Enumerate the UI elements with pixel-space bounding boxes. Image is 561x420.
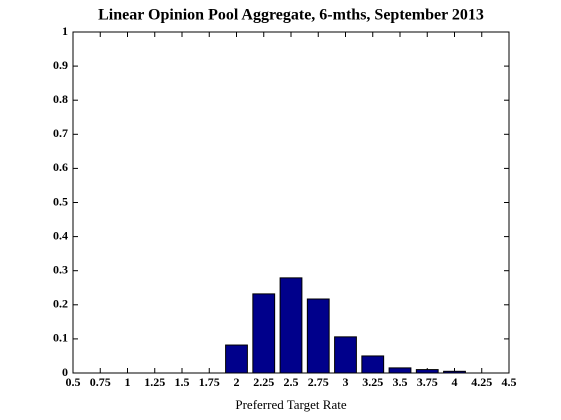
- y-tick-label: 0.1: [53, 331, 68, 345]
- chart-title: Linear Opinion Pool Aggregate, 6-mths, S…: [98, 7, 484, 24]
- y-tick-label: 0.3: [53, 262, 68, 276]
- bar: [415, 369, 439, 374]
- x-tick-label: 1.75: [199, 375, 220, 389]
- y-tick-label: 0.9: [53, 58, 68, 72]
- x-tick-label: 1.5: [175, 375, 190, 389]
- x-tick-label: 4.25: [471, 375, 492, 389]
- x-tick-label: 4.5: [502, 375, 517, 389]
- bar: [443, 370, 466, 374]
- bar: [361, 355, 385, 374]
- x-tick-label: 2.25: [253, 375, 274, 389]
- bar: [279, 277, 303, 374]
- x-tick-label: 2: [234, 375, 240, 389]
- x-tick-label: 1.25: [144, 375, 165, 389]
- bar: [225, 344, 248, 374]
- x-tick-label: 3.75: [417, 375, 438, 389]
- bar: [306, 298, 330, 374]
- x-tick-label: 3.5: [393, 375, 408, 389]
- x-tick-label: 4: [452, 375, 458, 389]
- x-tick-label: 0.75: [90, 375, 111, 389]
- x-tick-label: 0.5: [66, 375, 81, 389]
- y-tick-label: 1: [62, 24, 68, 38]
- y-tick-label: 0: [62, 365, 68, 379]
- bar: [388, 367, 412, 374]
- y-tick-label: 0.6: [53, 160, 68, 174]
- x-tick-label: 2.5: [284, 375, 299, 389]
- bar: [334, 336, 357, 374]
- x-tick-label: 3.25: [362, 375, 383, 389]
- x-tick-label: 2.75: [308, 375, 329, 389]
- y-tick-label: 0.5: [53, 194, 68, 208]
- y-tick-label: 0.4: [53, 228, 68, 242]
- bar: [252, 293, 276, 374]
- y-tick-label: 0.2: [53, 297, 68, 311]
- x-tick-label: 3: [343, 375, 349, 389]
- y-tick-label: 0.7: [53, 126, 68, 140]
- x-tick-label: 1: [125, 375, 131, 389]
- y-tick-label: 0.8: [53, 92, 68, 106]
- x-axis-label: Preferred Target Rate: [235, 397, 346, 412]
